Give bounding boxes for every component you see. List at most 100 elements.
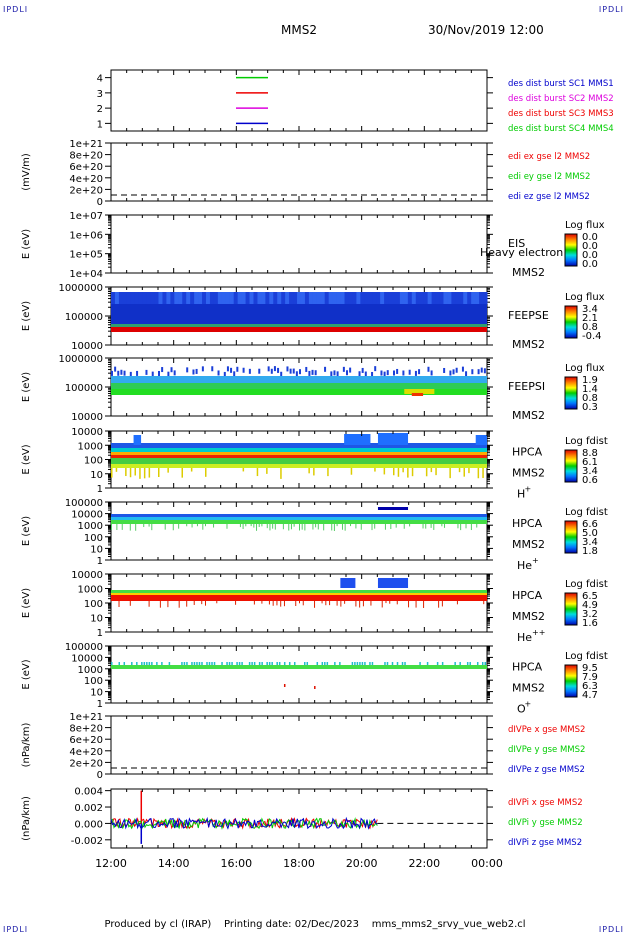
spectrogram-cell [384,292,389,304]
instrument-label: HPCA [512,661,543,674]
species-charge: ++ [532,628,545,637]
spectrogram-cell [154,292,159,304]
spectrogram-band [111,324,487,327]
spectrogram-cell [194,292,199,304]
spectrogram-cell [395,292,401,304]
spectrogram-cell [455,367,458,373]
spectrogram-cell [386,662,389,665]
spectrogram-cell [482,468,484,478]
spectrogram-cell [356,292,361,304]
spectrogram-cell [441,524,443,527]
spectrogram-cell [123,662,126,665]
species-charge: + [525,485,532,494]
spectrogram-cell [201,662,203,665]
x-tick-label: 22:00 [408,857,440,870]
y-tick-label: 10000 [71,412,103,423]
spectrogram-cell [118,292,124,304]
spectrogram-cell [186,662,188,665]
spectrogram-band [111,458,487,464]
corner-label-top-left: IPDLI [3,5,29,14]
spectrogram-cell [393,468,395,476]
spectrogram-cell [425,524,427,529]
y-tick-label: 2e+20 [69,758,103,769]
spacecraft-label: MMS2 [512,266,545,279]
spectrogram-cell [361,367,364,373]
spectrogram-cell [419,662,421,665]
spectrogram-cell [248,662,251,665]
spectrogram-cell [435,468,437,476]
spectrogram-cell [231,662,233,665]
spectrogram-cell [471,369,474,375]
spectrogram-cell [253,601,255,605]
spectrogram-cell [430,370,433,376]
spectrogram-cell [415,292,421,304]
spectrogram-cell [469,662,471,665]
panel-hpca-h: 1 10 100 1000 10000 E (eV) HPCA MMS2 H + Log fdist… [21,427,608,501]
spectrogram-band [377,433,409,445]
spectrogram-cell [359,601,361,608]
spectrogram-cell [148,524,150,527]
spectrogram-cell [297,292,302,304]
spectrogram-cell [336,601,338,606]
spectrogram-cell [449,468,451,479]
spectrogram-cell [111,662,113,665]
footer-script-name: mms_mms2_srvy_vue_web2.cl [371,919,526,930]
colorbar-tick-label: 3.2 [582,609,598,620]
spectrogram-band [111,520,487,524]
spectrogram-cell [368,292,373,304]
spectrogram-cell [315,524,317,528]
y-axis-label: E (eV) [21,659,32,689]
spectrogram-band [475,435,487,445]
legend-item: dIVPe x gse MMS2 [508,725,585,735]
colorbar-tick-label: 6.6 [582,519,598,530]
spectrogram-cell [134,468,136,476]
spectrogram-cell [148,601,150,607]
spectrogram-cell [391,662,394,665]
spectrogram-cell [430,524,432,528]
spectrogram-cell [129,601,131,606]
x-tick-label: 12:00 [95,857,127,870]
spectrogram-cell [290,524,292,530]
spacecraft-label: MMS2 [512,610,545,623]
mission-title: MMS2 [281,23,317,37]
spectrogram-band [111,595,487,601]
spectrogram-cell [470,524,472,531]
spectrogram-cell [441,662,444,665]
spectrogram-cell [407,292,413,304]
legend-item: dIVPi x gse MMS2 [508,798,583,808]
corner-label-top-right: IPDLI [598,5,624,14]
spectrogram-cell [129,524,131,531]
spectrogram-cell [111,524,112,531]
spacecraft-label: MMS2 [512,338,545,351]
spectrogram-cell [251,662,253,665]
spectrogram-cell [376,292,381,304]
spectrogram-cell [320,292,326,304]
y-axis-label: E (eV) [21,229,32,259]
colorbar [564,376,578,410]
spectrogram-band [133,435,142,445]
spectrogram-cell [146,292,152,304]
spectrogram-band [111,514,487,517]
spacecraft-label: MMS2 [512,682,545,695]
colorbar-title: Log flux [565,292,605,303]
spectrogram-cell [451,292,456,304]
spectrogram-cell [261,292,266,304]
y-tick-label: 1e+07 [69,211,103,222]
species-label: H [517,488,525,501]
spectrogram-cell [166,292,171,304]
y-tick-label: 1 [97,628,103,639]
spectrogram-cell [341,524,343,530]
y-tick-label: 4e+20 [69,174,103,185]
spectrogram-cell [274,524,276,530]
spectrogram-cell [293,292,298,304]
spectrogram-cell [206,662,208,665]
spectrogram-cell [280,601,282,607]
spectrogram-cell [250,524,252,527]
y-tick-label: 4e+20 [69,747,103,758]
spacecraft-label: MMS2 [512,409,545,422]
spectrogram-cell [174,292,179,304]
spectrogram-cell [186,601,188,607]
panel-frame [110,214,488,274]
spectrogram-cell [161,662,163,665]
